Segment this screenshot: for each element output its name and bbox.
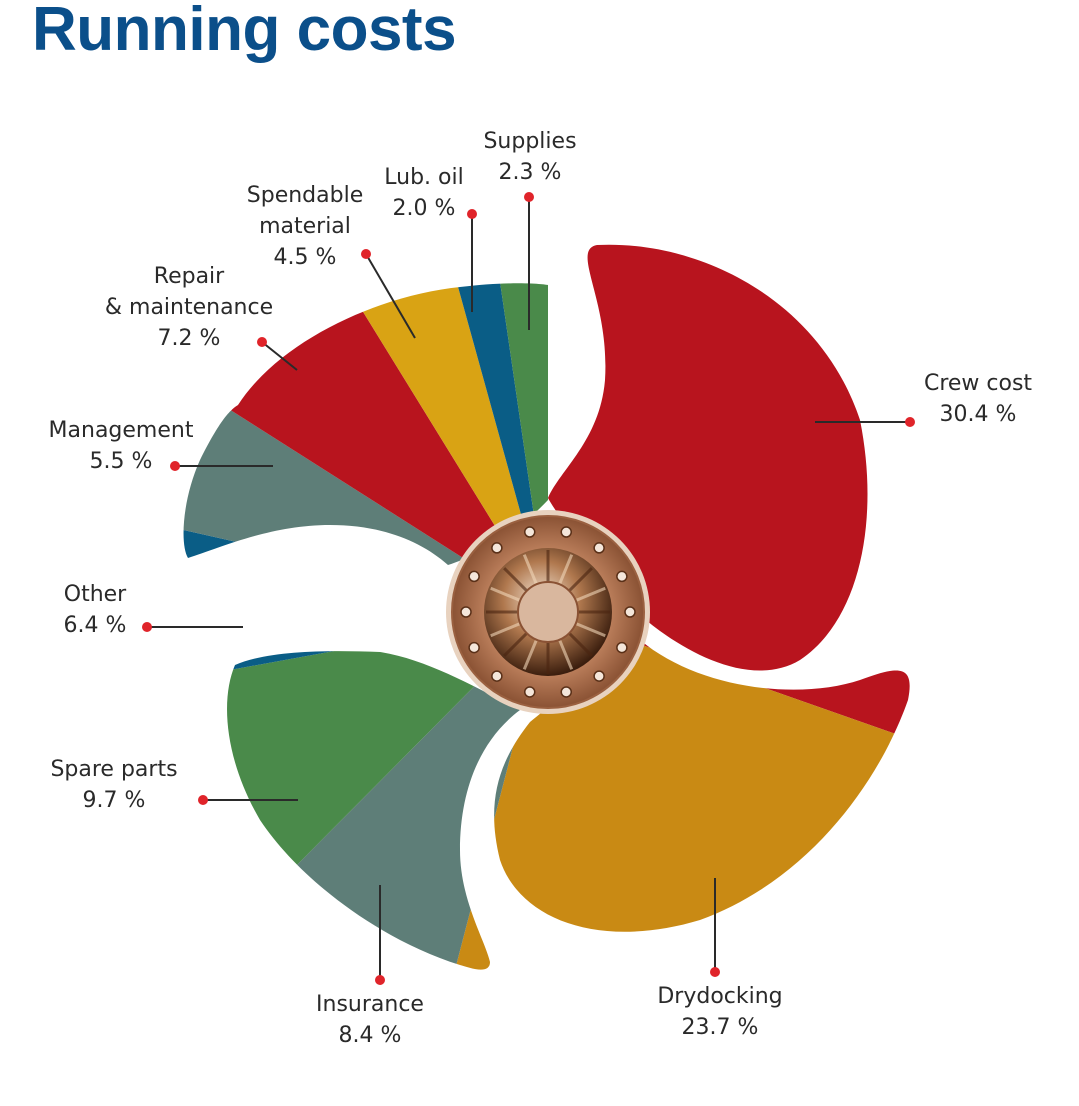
hub-rib [503,632,528,657]
name-label-supplies: Supplies [483,129,576,154]
hub-rib [568,567,593,592]
value-label-spendable-material: 4.5 % [274,245,337,270]
value-label-insurance: 8.4 % [339,1023,402,1048]
hub-bolt [560,686,572,698]
hub-rib [522,639,538,670]
hub-bolt [524,526,536,538]
leader-dot-spare-parts [198,795,208,805]
hub-rib [558,639,574,670]
slice-spendable-material [275,283,548,565]
name-label-repair-maintenance: & maintenance [105,295,273,320]
hub-bolt [560,526,572,538]
hub-rib [575,622,606,638]
value-label-lub-oil: 2.0 % [393,196,456,221]
hub-bolt [468,570,480,583]
value-label-other: 6.4 % [64,613,127,638]
slice-insurance [227,651,520,970]
slice-labels: Crew cost 30.4 % Drydocking 23.7 % Insurance… [49,129,1033,1048]
hub-bolt [491,670,503,682]
hub-bolt [624,606,636,618]
name-label-spendable-material: Spendable [247,183,363,208]
hub-rib [522,554,538,585]
leader-dot-spendable-material [361,249,371,259]
slice-repair-maintenance [183,283,548,565]
name-label-spendable-material: material [259,214,351,239]
hub-bolt [616,570,628,583]
leader-dot-drydocking [710,967,720,977]
value-label-drydocking: 23.7 % [682,1015,759,1040]
hub-bolt [460,606,472,618]
slice-spare-parts [227,651,520,970]
hub-bolt [593,670,605,682]
propeller-hub [446,510,650,714]
hub-rib [503,567,528,592]
slice-management [183,332,548,565]
hub-bolt [524,686,536,698]
value-label-spare-parts: 9.7 % [83,788,146,813]
name-label-crew-cost: Crew cost [924,371,1032,396]
leader-dot-repair-maintenance [257,337,267,347]
leader-dot-supplies [524,192,534,202]
hub-rib [490,586,521,602]
name-label-lub-oil: Lub. oil [384,165,463,190]
hub-rib [568,632,593,657]
hub-rib [575,586,606,602]
slice-crew-cost [548,244,868,671]
value-label-crew-cost: 30.4 % [940,402,1017,427]
hub-rib [558,554,574,585]
value-label-repair-maintenance: 7.2 % [158,326,221,351]
value-label-management: 5.5 % [90,449,153,474]
slice-lub-oil [409,283,548,565]
name-label-spare-parts: Spare parts [50,757,177,782]
hub-rib [490,622,521,638]
hub-bolt [491,542,503,554]
leader-dot-management [170,461,180,471]
leader-dot-crew-cost [905,417,915,427]
hub-bolt [616,641,628,654]
leader-dot-other [142,622,152,632]
name-label-drydocking: Drydocking [657,984,782,1009]
leader-dot-lub-oil [467,209,477,219]
propeller-blades [183,244,910,970]
leader-line-repair-maintenance [261,341,298,371]
name-label-other: Other [64,582,127,607]
leader-lines [142,192,915,985]
hub-bolt [468,641,480,654]
leader-line-spendable-material [365,253,416,339]
name-label-management: Management [49,418,194,443]
hub-bolt [593,542,605,554]
chart-title: Running costs [32,0,457,64]
name-label-repair-maintenance: Repair [154,264,225,289]
hub-cap [517,581,579,643]
slice-supplies [473,283,548,565]
value-label-supplies: 2.3 % [499,160,562,185]
leader-dot-insurance [375,975,385,985]
name-label-insurance: Insurance [316,992,424,1017]
slice-drydocking [494,640,910,932]
